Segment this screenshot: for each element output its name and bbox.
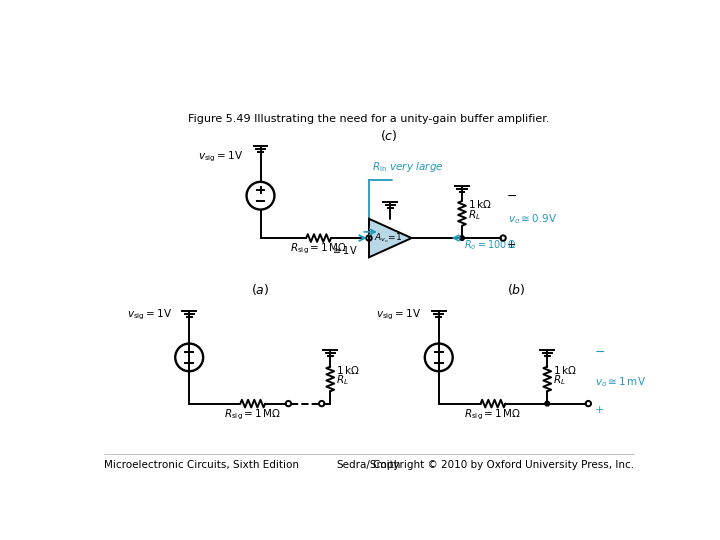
Text: $\cong{\rm 1V}$: $\cong{\rm 1V}$ [331, 245, 358, 256]
Text: $R_L$: $R_L$ [554, 374, 566, 387]
Text: $-$: $-$ [594, 345, 605, 357]
Polygon shape [369, 219, 412, 257]
Text: $R_o=100\,\Omega$: $R_o=100\,\Omega$ [464, 238, 517, 252]
Text: $(a)$: $(a)$ [251, 282, 270, 297]
Text: $+$: $+$ [506, 239, 516, 249]
Text: $R_L$: $R_L$ [336, 374, 349, 387]
Text: $A_{v_o}\!=\!1$: $A_{v_o}\!=\!1$ [374, 231, 403, 245]
Text: $-$: $-$ [506, 189, 517, 202]
Text: $R_{\rm sig}={\rm 1\,M}\Omega$: $R_{\rm sig}={\rm 1\,M}\Omega$ [290, 241, 347, 256]
Text: $v_{\rm sig}={\rm 1V}$: $v_{\rm sig}={\rm 1V}$ [198, 150, 243, 164]
Text: $R_{\rm sig}={\rm 1\,M}\Omega$: $R_{\rm sig}={\rm 1\,M}\Omega$ [224, 407, 282, 422]
Text: Figure 5.49 Illustrating the need for a unity-gain buffer amplifier.: Figure 5.49 Illustrating the need for a … [188, 114, 550, 124]
Text: $v_{\rm sig}={\rm 1V}$: $v_{\rm sig}={\rm 1V}$ [377, 308, 422, 322]
Text: Sedra/Smith: Sedra/Smith [337, 460, 401, 470]
Text: ${\rm 1\,k}\Omega$: ${\rm 1\,k}\Omega$ [336, 364, 360, 376]
Text: $v_o \cong {\rm 0.9V}$: $v_o \cong {\rm 0.9V}$ [508, 213, 557, 226]
Text: $(b)$: $(b)$ [507, 282, 526, 297]
Circle shape [459, 236, 464, 240]
Text: $+$: $+$ [594, 404, 604, 415]
Text: $R_{\rm sig}={\rm 1\,M}\Omega$: $R_{\rm sig}={\rm 1\,M}\Omega$ [464, 407, 522, 422]
Text: ${\rm 1\,k}\Omega$: ${\rm 1\,k}\Omega$ [554, 364, 577, 376]
Text: $R_L$: $R_L$ [468, 208, 481, 222]
Text: $(c)$: $(c)$ [379, 128, 397, 143]
Text: ${\rm 1\,k}\Omega$: ${\rm 1\,k}\Omega$ [468, 198, 492, 210]
Text: $v_o \cong {\rm 1\,mV}$: $v_o \cong {\rm 1\,mV}$ [595, 375, 646, 389]
Text: $R_{\rm in}$ very large: $R_{\rm in}$ very large [372, 160, 444, 174]
Text: $v_{\rm sig}={\rm 1V}$: $v_{\rm sig}={\rm 1V}$ [127, 308, 172, 322]
Text: Microelectronic Circuits, Sixth Edition: Microelectronic Circuits, Sixth Edition [104, 460, 299, 470]
Circle shape [545, 401, 549, 406]
Text: Copyright © 2010 by Oxford University Press, Inc.: Copyright © 2010 by Oxford University Pr… [373, 460, 634, 470]
